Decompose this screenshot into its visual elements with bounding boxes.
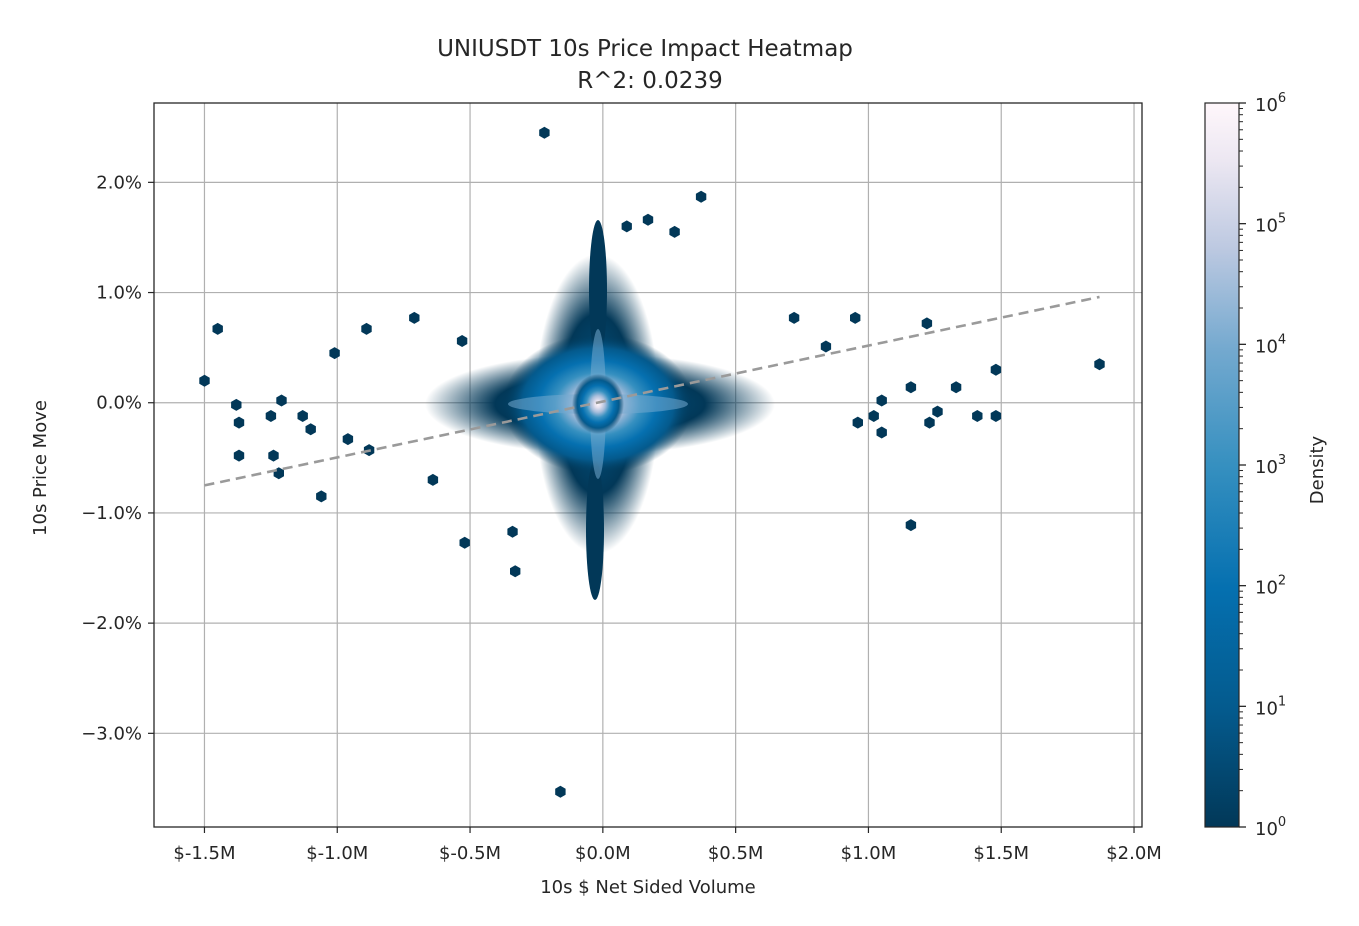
outlier-hexbin — [212, 322, 223, 335]
outlier-hexbins — [199, 126, 1105, 798]
y-tick-label: −3.0% — [81, 723, 142, 744]
colorbar-tick-label: 105 — [1255, 212, 1286, 237]
colorbar-tick-label: 102 — [1255, 574, 1286, 599]
outlier-hexbin — [621, 220, 632, 233]
colorbar-tick-exponent: 0 — [1278, 815, 1286, 830]
regression-line-group — [204, 295, 1100, 487]
x-axis-ticks: $-1.5M $-1.0M $-0.5M $0.0M $0.5M $1.0M $1.5M $2… — [173, 827, 1162, 864]
outlier-hexbin — [868, 410, 879, 422]
y-tick-label: −2.0% — [81, 613, 142, 634]
y-axis-label: 10s Price Move — [30, 400, 51, 536]
outlier-hexbin — [305, 423, 316, 436]
colorbar-tick-label: 101 — [1255, 694, 1286, 719]
colorbar-tick-label: 106 — [1255, 91, 1286, 116]
outlier-hexbin — [990, 410, 1002, 422]
y-axis-ticks: 2.0% 1.0% 0.0% −1.0% −2.0% −3.0% — [81, 172, 154, 744]
outlier-hexbin — [233, 416, 245, 429]
outlier-hexbin — [876, 426, 887, 439]
colorbar-label: Density — [1307, 435, 1328, 504]
outlier-hexbin — [361, 322, 372, 335]
colorbar-tick-exponent: 2 — [1278, 574, 1286, 589]
outlier-hexbin — [820, 340, 832, 353]
outlier-hexbin — [905, 381, 917, 394]
outlier-hexbin — [199, 374, 210, 387]
outlier-hexbin — [233, 449, 245, 462]
x-tick-label: $0.5M — [708, 843, 764, 864]
colorbar-tick-label: 104 — [1255, 332, 1286, 357]
outlier-hexbin — [669, 225, 680, 238]
outlier-hexbin — [342, 433, 354, 446]
outlier-hexbin — [316, 490, 327, 503]
x-tick-label: $0.0M — [575, 843, 631, 864]
y-tick-label: 0.0% — [96, 393, 142, 414]
outlier-hexbin — [1094, 358, 1105, 371]
outlier-hexbin — [788, 311, 800, 324]
outlier-hexbin — [268, 449, 279, 462]
outlier-hexbin — [852, 416, 863, 429]
outlier-hexbin — [265, 410, 277, 422]
outlier-hexbin — [409, 311, 420, 324]
density-hexbins — [425, 220, 775, 600]
chart-title: UNIUSDT 10s Price Impact Heatmap — [437, 36, 853, 62]
outlier-hexbin — [276, 394, 287, 407]
outlier-hexbin — [924, 416, 935, 429]
grid-lines — [154, 103, 1142, 827]
outlier-hexbin — [297, 410, 308, 422]
colorbar-tick-exponent: 4 — [1278, 332, 1286, 347]
colorbar-tick-exponent: 1 — [1278, 694, 1286, 709]
outlier-hexbin — [932, 405, 943, 418]
outlier-hexbin — [329, 347, 340, 360]
x-tick-label: $-0.5M — [439, 843, 501, 864]
outlier-hexbin — [850, 311, 861, 324]
chart-subtitle: R^2: 0.0239 — [577, 68, 722, 94]
outlier-hexbin — [876, 394, 887, 407]
outlier-hexbin — [507, 525, 518, 538]
density-spike-up — [589, 220, 607, 360]
y-tick-label: 1.0% — [96, 283, 142, 304]
colorbar-tick-exponent: 3 — [1278, 453, 1286, 468]
colorbar-tick-label: 103 — [1255, 453, 1286, 478]
outlier-hexbin — [555, 785, 566, 798]
outlier-hexbin — [921, 317, 933, 330]
x-axis-label: 10s $ Net Sided Volume — [540, 877, 756, 898]
x-tick-label: $1.0M — [841, 843, 897, 864]
x-tick-label: $-1.5M — [173, 843, 235, 864]
outlier-hexbin — [695, 190, 707, 203]
outlier-hexbin — [427, 473, 439, 486]
outlier-hexbin — [539, 126, 550, 139]
y-tick-label: 2.0% — [96, 172, 142, 193]
density-spike-down — [586, 460, 604, 600]
x-tick-label: $2.0M — [1106, 843, 1162, 864]
outlier-hexbin — [950, 381, 962, 394]
x-tick-label: $-1.0M — [306, 843, 368, 864]
x-tick-label: $1.5M — [973, 843, 1029, 864]
regression-line — [204, 295, 1100, 487]
outlier-hexbin — [273, 467, 284, 480]
y-tick-label: −1.0% — [81, 503, 142, 524]
colorbar-tick-exponent: 6 — [1278, 91, 1286, 106]
outlier-hexbin — [459, 536, 470, 549]
colorbar — [1204, 102, 1240, 828]
outlier-hexbin — [231, 398, 242, 411]
outlier-hexbin — [456, 335, 468, 347]
colorbar-tick-label: 100 — [1255, 815, 1286, 840]
outlier-hexbin — [905, 519, 917, 532]
plot-frame — [153, 102, 1143, 828]
density-core — [572, 374, 624, 434]
outlier-hexbin — [990, 363, 1002, 376]
outlier-hexbin — [510, 565, 521, 578]
colorbar-tick-exponent: 5 — [1278, 212, 1286, 227]
outlier-hexbin — [642, 213, 654, 226]
outlier-hexbin — [972, 410, 983, 422]
